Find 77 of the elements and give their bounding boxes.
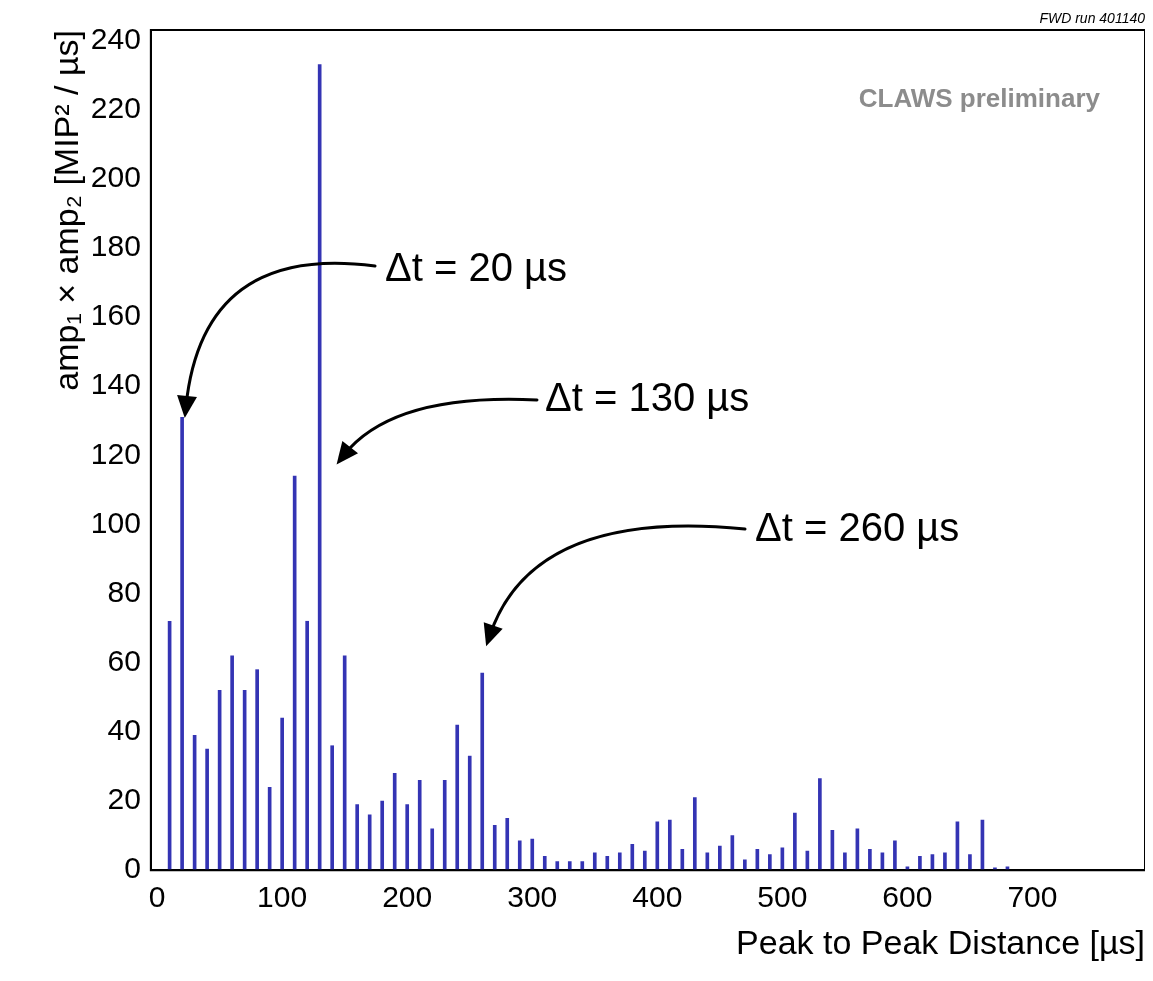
bar bbox=[580, 861, 585, 871]
bar bbox=[355, 804, 360, 871]
annotation: Δt = 20 µs bbox=[385, 245, 568, 290]
bar bbox=[230, 655, 234, 871]
bar bbox=[342, 655, 347, 871]
x-tick-label: 200 bbox=[382, 880, 433, 914]
bar bbox=[768, 854, 772, 871]
annotation: CLAWS preliminary bbox=[858, 83, 1101, 114]
y-tick-label: 40 bbox=[107, 713, 141, 747]
bar bbox=[918, 856, 922, 871]
y-tick-label: 20 bbox=[107, 782, 141, 816]
bar bbox=[330, 745, 335, 871]
bar bbox=[430, 828, 435, 871]
bar bbox=[280, 717, 284, 871]
bar bbox=[255, 669, 259, 871]
bar bbox=[667, 819, 672, 871]
bar bbox=[943, 852, 947, 871]
x-tick-label: 700 bbox=[1007, 880, 1058, 914]
bar bbox=[642, 850, 647, 871]
y-tick-label: 160 bbox=[90, 298, 141, 332]
bar bbox=[480, 672, 485, 871]
text: FWD run 401140 bbox=[1039, 9, 1146, 26]
y-tick-label: 200 bbox=[90, 159, 141, 193]
bar bbox=[205, 748, 209, 871]
bar bbox=[605, 856, 610, 871]
bar bbox=[180, 416, 184, 871]
bar bbox=[492, 824, 497, 871]
bar bbox=[843, 852, 847, 871]
bar bbox=[692, 797, 697, 871]
bar bbox=[743, 859, 747, 871]
y-tick-label: 140 bbox=[90, 367, 141, 401]
bar bbox=[305, 620, 309, 871]
x-tick-label: 400 bbox=[632, 880, 683, 914]
x-axis-title: Peak to Peak Distance [µs] bbox=[736, 922, 1145, 961]
bar bbox=[617, 852, 622, 871]
y-axis-title: amp₁ × amp₂ [MIP² / µs] bbox=[46, 30, 85, 391]
bar bbox=[793, 812, 797, 871]
bar bbox=[542, 856, 547, 871]
bar bbox=[705, 852, 710, 871]
bar bbox=[567, 861, 572, 871]
bar bbox=[317, 64, 322, 871]
y-tick-label: 80 bbox=[107, 574, 141, 608]
bar bbox=[467, 755, 472, 871]
bar bbox=[818, 778, 822, 871]
x-tick-label: 300 bbox=[507, 880, 558, 914]
bar bbox=[380, 800, 385, 871]
bar bbox=[405, 804, 410, 871]
y-tick-label: 60 bbox=[107, 644, 141, 678]
bar bbox=[868, 849, 872, 871]
bar bbox=[592, 852, 597, 871]
bar bbox=[680, 849, 685, 871]
bar bbox=[417, 779, 422, 871]
y-tick-label: 120 bbox=[90, 436, 141, 470]
y-tick-label: 240 bbox=[90, 21, 141, 55]
y-tick-label: 100 bbox=[90, 505, 141, 539]
bar bbox=[517, 840, 522, 871]
bar bbox=[530, 838, 535, 871]
x-tick-label: 600 bbox=[882, 880, 933, 914]
x-tick-label: 100 bbox=[257, 880, 308, 914]
bar bbox=[455, 724, 460, 871]
x-tick-label: 0 bbox=[148, 880, 166, 914]
bar bbox=[442, 779, 447, 871]
annotation: Δt = 130 µs bbox=[545, 375, 750, 420]
y-tick-label: 0 bbox=[124, 851, 141, 885]
bar bbox=[630, 843, 635, 871]
bar bbox=[718, 845, 722, 871]
bar bbox=[555, 861, 560, 871]
annotation: Δt = 260 µs bbox=[755, 505, 960, 550]
bar bbox=[893, 840, 897, 871]
bar bbox=[367, 814, 372, 871]
x-tick-label: 500 bbox=[757, 880, 808, 914]
bar bbox=[392, 773, 397, 871]
y-tick-label: 220 bbox=[90, 90, 141, 124]
bar bbox=[505, 818, 510, 871]
y-tick-label: 180 bbox=[90, 229, 141, 263]
bar bbox=[968, 854, 972, 871]
bar bbox=[655, 821, 660, 871]
